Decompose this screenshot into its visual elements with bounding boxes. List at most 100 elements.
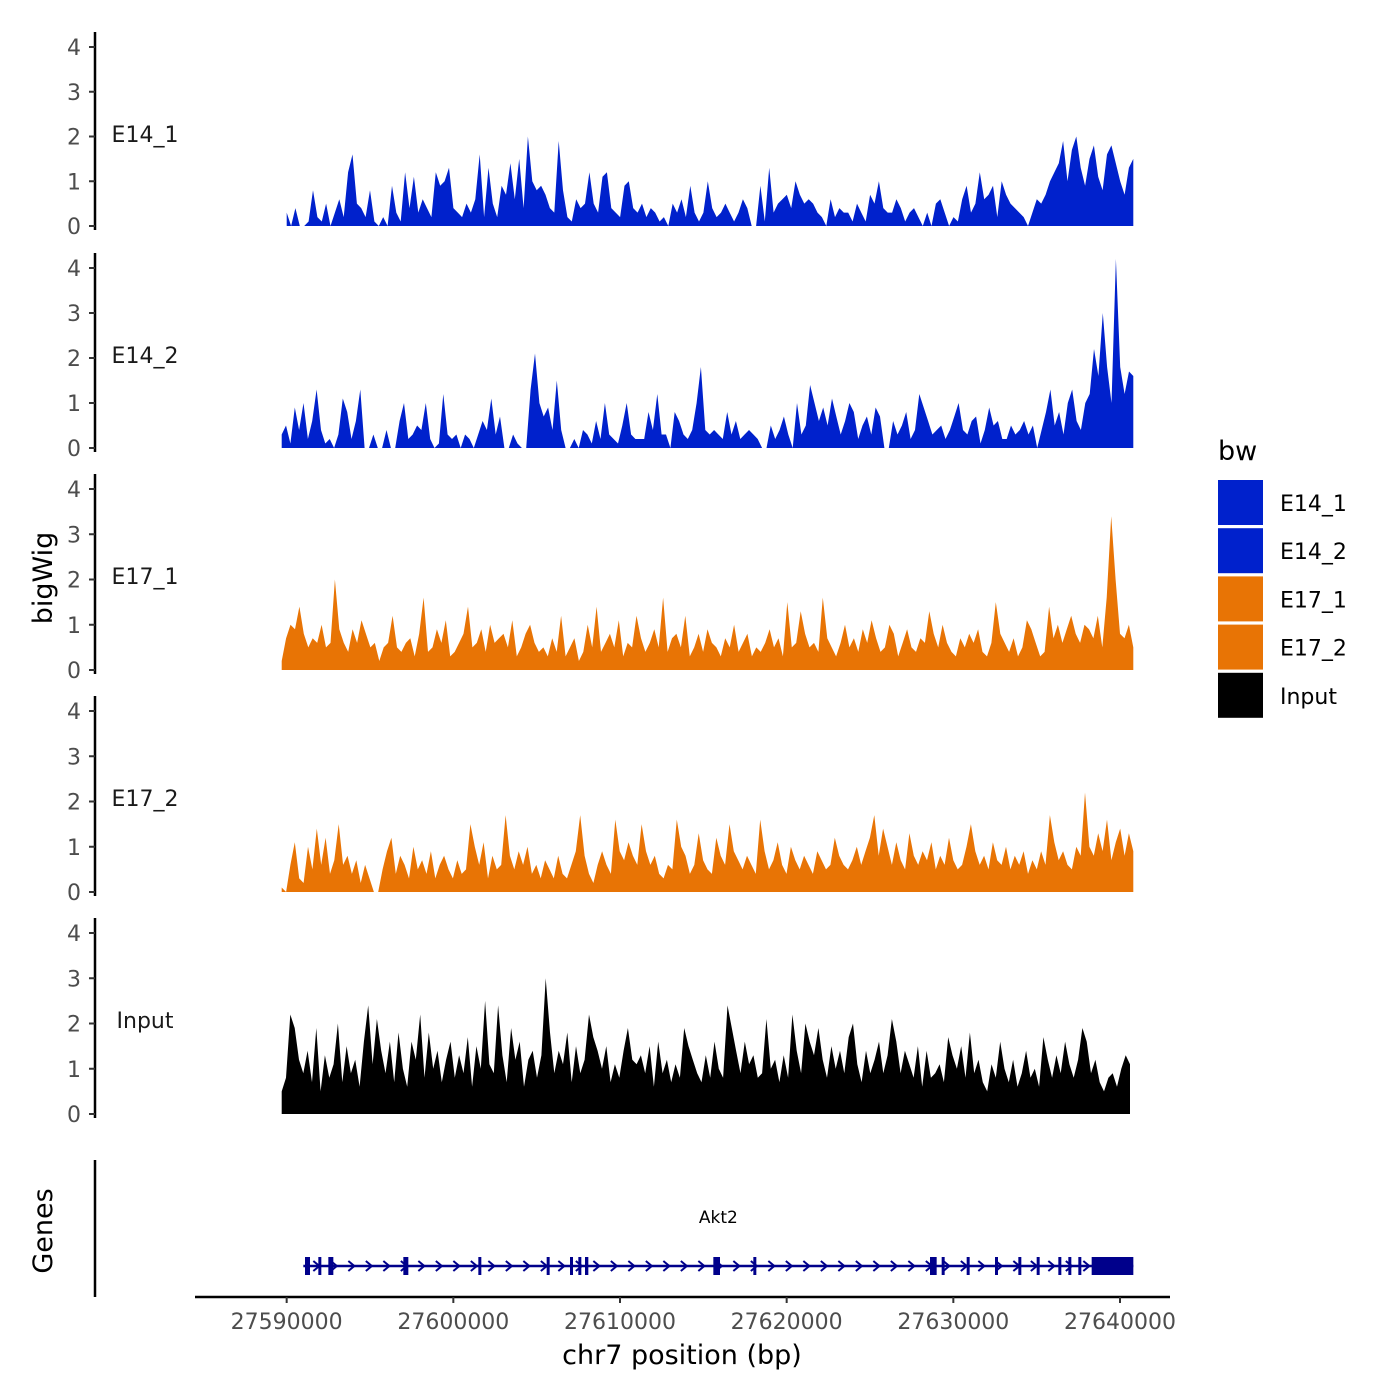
y-tick-label: 2 [67, 791, 81, 816]
legend-swatch [1218, 576, 1263, 622]
gene-exon [1078, 1257, 1082, 1275]
gene-exon [1058, 1257, 1062, 1275]
gene-label: Akt2 [699, 1208, 738, 1228]
strand-arrow [942, 1260, 951, 1272]
gene-exon [995, 1257, 998, 1275]
strand-arrow [347, 1260, 356, 1272]
legend-item: E17_1 [1218, 576, 1347, 622]
y-tick-label: 4 [67, 478, 81, 503]
gene-exon [753, 1257, 757, 1275]
gene-exon [1091, 1257, 1134, 1275]
x-tick-label: 27610000 [564, 1310, 676, 1335]
y-tick-label: 3 [67, 302, 81, 327]
track-label: E14_2 [112, 344, 179, 369]
y-tick-label: 1 [67, 836, 81, 861]
y-tick-label: 2 [67, 126, 81, 151]
y-tick-label: 1 [67, 170, 81, 195]
x-tick-label: 27620000 [731, 1310, 843, 1335]
y-tick-label: 0 [67, 1103, 81, 1128]
y-tick-label: 4 [67, 36, 81, 61]
legend-swatch [1218, 528, 1263, 574]
genes-layer: Akt2 [93, 1160, 1134, 1297]
legend-item: Input [1218, 672, 1337, 718]
strand-arrow [750, 1260, 759, 1272]
coverage-area-E17_2 [281, 792, 1134, 892]
y-tick-label: 3 [67, 745, 81, 770]
coverage-area-E17_1 [281, 516, 1134, 670]
coverage-area-E14_2 [281, 259, 1134, 448]
strand-arrow [592, 1260, 601, 1272]
x-axis-title: chr7 position (bp) [562, 1340, 802, 1371]
strand-arrow [872, 1260, 881, 1272]
coverage-area-E14_1 [286, 136, 1134, 226]
y-tick-label: 3 [67, 523, 81, 548]
gene-exon [966, 1257, 970, 1275]
gene-exon [403, 1257, 409, 1275]
strand-arrow [382, 1260, 391, 1272]
y-tick-label: 0 [67, 437, 81, 462]
legend-label: E14_1 [1280, 492, 1347, 517]
legend-label: E17_1 [1280, 588, 1347, 613]
y-tick-label: 2 [67, 569, 81, 594]
strand-arrow [732, 1260, 741, 1272]
gene-exon [305, 1257, 310, 1275]
strand-arrow [365, 1260, 374, 1272]
legend-item: E14_2 [1218, 528, 1347, 574]
x-tick-label: 27600000 [397, 1310, 509, 1335]
gene-exon [570, 1257, 573, 1275]
strand-arrow [680, 1260, 689, 1272]
legend-swatch [1218, 672, 1263, 718]
gene-exon [478, 1257, 482, 1275]
strand-arrow [767, 1260, 776, 1272]
strand-arrow [522, 1260, 531, 1272]
x-tick-label: 27640000 [1064, 1310, 1176, 1335]
strand-arrow [907, 1260, 916, 1272]
genes-axis-title: Genes [28, 1188, 59, 1273]
strand-arrow [820, 1260, 829, 1272]
strand-arrow [785, 1260, 794, 1272]
gene-exon [941, 1257, 945, 1275]
y-tick-label: 1 [67, 614, 81, 639]
track-label: Input [117, 1009, 174, 1034]
strand-arrow [802, 1260, 811, 1272]
y-tick-label: 4 [67, 700, 81, 725]
gene-exon [546, 1257, 550, 1275]
y-tick-label: 0 [67, 881, 81, 906]
legend-label: E14_2 [1280, 540, 1347, 565]
y-tick-label: 3 [67, 967, 81, 992]
strand-arrow [452, 1260, 461, 1272]
y-tick-label: 2 [67, 347, 81, 372]
gene-exon [578, 1257, 582, 1275]
y-tick-label: 2 [67, 1013, 81, 1038]
gene-exon [713, 1257, 720, 1275]
track-label: E17_1 [112, 565, 179, 590]
track-E17_2: 0 1 2 3 4 E17_2 [67, 696, 1134, 906]
tracks-layer: 0 1 2 3 4 E14_1 0 1 2 3 4 E14_2 0 1 2 3 4 E17_1 0 1 2 3 4 E17_2… [67, 32, 1134, 1128]
legend-swatch [1218, 624, 1263, 670]
y-tick-label: 4 [67, 257, 81, 282]
strand-arrow [575, 1260, 584, 1272]
strand-arrow [1047, 1260, 1056, 1272]
gene-exon [328, 1257, 334, 1275]
y-axis-title: bigWig [28, 532, 59, 625]
gene-exon [1036, 1257, 1040, 1275]
x-tick-label: 27630000 [897, 1310, 1009, 1335]
y-tick-label: 1 [67, 392, 81, 417]
gene-exon [930, 1257, 937, 1275]
legend-label: E17_2 [1280, 637, 1347, 662]
y-tick-label: 0 [67, 215, 81, 240]
strand-arrow [470, 1260, 479, 1272]
strand-arrow [1065, 1260, 1074, 1272]
gene-exon [318, 1257, 322, 1275]
gene-exon [585, 1257, 589, 1275]
strand-arrow [487, 1260, 496, 1272]
strand-arrow [417, 1260, 426, 1272]
track-label: E17_2 [112, 787, 179, 812]
x-tick-label: 27590000 [231, 1310, 343, 1335]
legend-label: Input [1280, 685, 1337, 710]
strand-arrow [837, 1260, 846, 1272]
track-label: E14_1 [112, 123, 179, 148]
track-E14_2: 0 1 2 3 4 E14_2 [67, 253, 1134, 462]
strand-arrow [645, 1260, 654, 1272]
track-E14_1: 0 1 2 3 4 E14_1 [67, 32, 1134, 240]
